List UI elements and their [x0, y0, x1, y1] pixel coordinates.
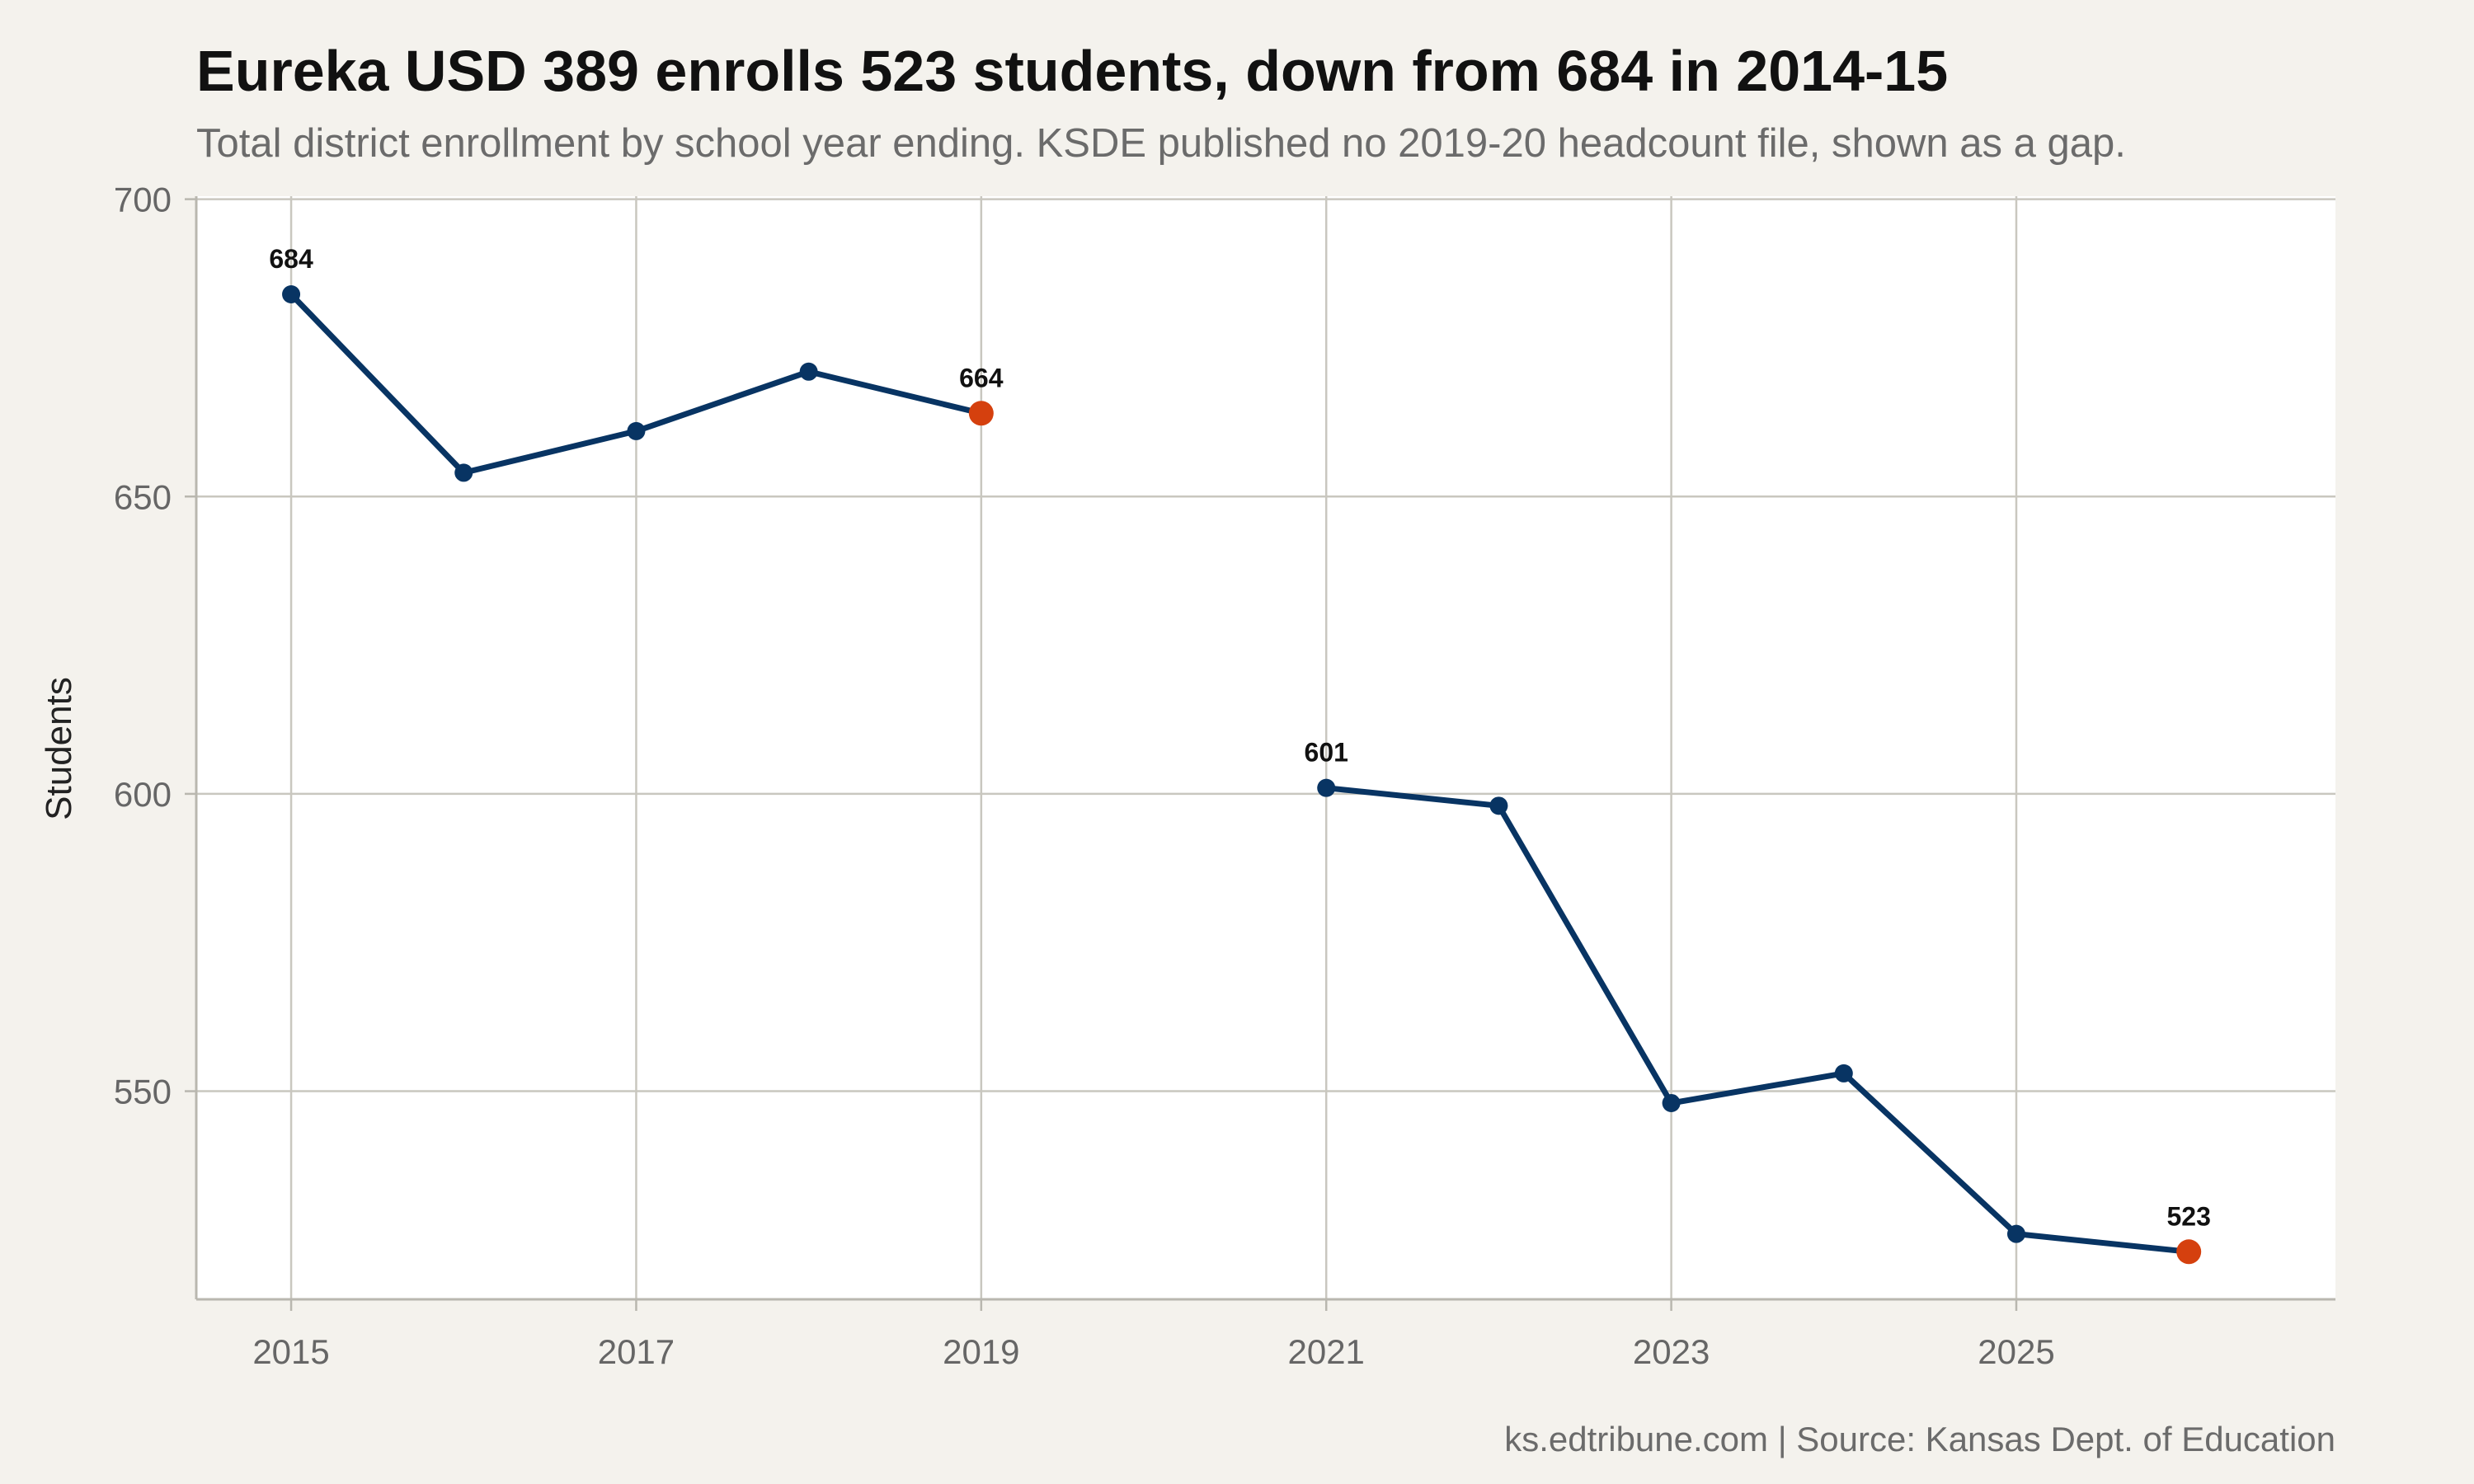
y-tick-label: 700	[114, 181, 172, 219]
data-point	[799, 362, 818, 381]
y-tick-label: 600	[114, 775, 172, 814]
data-label: 523	[2166, 1201, 2210, 1231]
x-tick-label: 2023	[1633, 1332, 1710, 1371]
data-point	[1489, 796, 1508, 815]
x-tick-label: 2019	[943, 1332, 1019, 1371]
chart-subtitle: Total district enrollment by school year…	[196, 121, 2126, 166]
data-point	[1834, 1064, 1853, 1082]
chart-title: Eureka USD 389 enrolls 523 students, dow…	[196, 39, 1948, 103]
series-line-segment	[1323, 785, 2192, 1255]
x-tick-label: 2015	[252, 1332, 329, 1371]
highlight-point	[2176, 1239, 2202, 1265]
gridlines	[196, 196, 2335, 1299]
x-tick-label: 2021	[1287, 1332, 1364, 1371]
series-points	[282, 285, 2202, 1265]
x-tick-label: 2017	[598, 1332, 675, 1371]
data-point	[627, 421, 646, 440]
data-point	[454, 463, 473, 482]
x-tick-label: 2025	[1978, 1332, 2054, 1371]
data-label: 664	[959, 363, 1004, 392]
y-tick-label: 650	[114, 477, 172, 516]
data-labels: 684 664 601 523	[269, 244, 2211, 1231]
data-point	[282, 285, 301, 304]
y-tick-label: 550	[114, 1073, 172, 1111]
data-point	[2006, 1224, 2025, 1243]
data-label: 684	[269, 244, 313, 274]
plot-panel	[196, 196, 2335, 1299]
data-point	[1662, 1093, 1681, 1112]
data-label: 601	[1305, 738, 1348, 768]
chart-caption: ks.edtribune.com | Source: Kansas Dept. …	[1504, 1420, 2335, 1458]
y-axis-label: Students	[39, 677, 79, 820]
highlight-point	[968, 401, 994, 426]
data-point	[1317, 778, 1336, 797]
axes: 550 600 650 700 2015 2017 2019 2021 2023 2025	[114, 181, 2335, 1371]
